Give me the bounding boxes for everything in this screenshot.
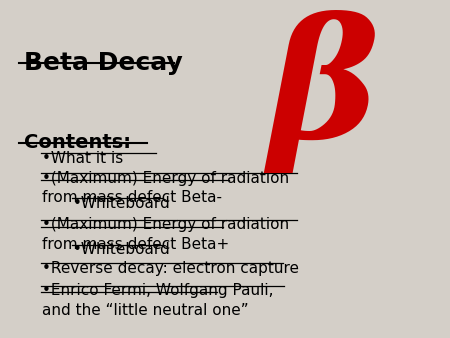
Text: •Enrico Fermi, Wolfgang Pauli,
and the “little neutral one”: •Enrico Fermi, Wolfgang Pauli, and the “…	[42, 283, 273, 318]
Text: Beta Decay: Beta Decay	[24, 51, 183, 75]
Text: •What it is: •What it is	[42, 151, 123, 166]
Text: β: β	[268, 10, 379, 173]
Text: Contents:: Contents:	[24, 133, 131, 152]
Text: •Whiteboard: •Whiteboard	[73, 196, 171, 211]
Text: •(Maximum) Energy of radiation
from mass defect Beta+: •(Maximum) Energy of radiation from mass…	[42, 217, 289, 252]
Text: •(Maximum) Energy of radiation
from mass defect Beta-: •(Maximum) Energy of radiation from mass…	[42, 171, 289, 206]
Text: •Whiteboard: •Whiteboard	[73, 242, 171, 258]
Text: •Reverse decay: electron capture: •Reverse decay: electron capture	[42, 261, 299, 276]
